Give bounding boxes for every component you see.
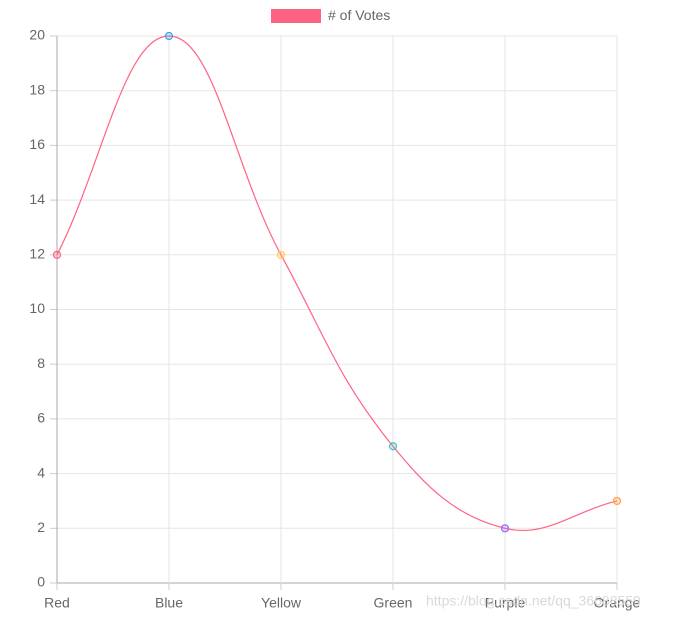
y-tick-label: 6 [37, 410, 45, 426]
y-tick-label: 4 [37, 464, 45, 480]
y-tick-label: 2 [37, 519, 45, 535]
point [500, 524, 510, 533]
x-tick-label: Yellow [261, 595, 302, 611]
point [612, 496, 622, 506]
x-tick-label: Orange [594, 595, 641, 611]
legend-label: # of Votes [328, 7, 390, 23]
point [388, 442, 398, 451]
y-tick-label: 18 [29, 81, 45, 97]
y-tick-label: 20 [29, 27, 45, 43]
point [164, 31, 174, 41]
legend-swatch [271, 9, 321, 23]
y-tick-label: 10 [29, 300, 45, 316]
x-tick-label: Purple [485, 595, 526, 611]
x-tick-label: Green [374, 595, 413, 611]
x-tick-label: Red [44, 595, 70, 611]
line [56, 35, 618, 532]
y-tick-label: 8 [37, 355, 45, 371]
point [52, 250, 62, 259]
watermark: https://blog.csdn.net/qq_36688559 [426, 593, 641, 609]
point [276, 250, 286, 259]
y-tick-label: 0 [37, 574, 45, 590]
x-tick-label: Blue [155, 595, 183, 611]
y-tick-label: 16 [29, 136, 45, 152]
y-tick-label: 14 [29, 191, 45, 207]
y-tick-label: 12 [29, 246, 45, 262]
